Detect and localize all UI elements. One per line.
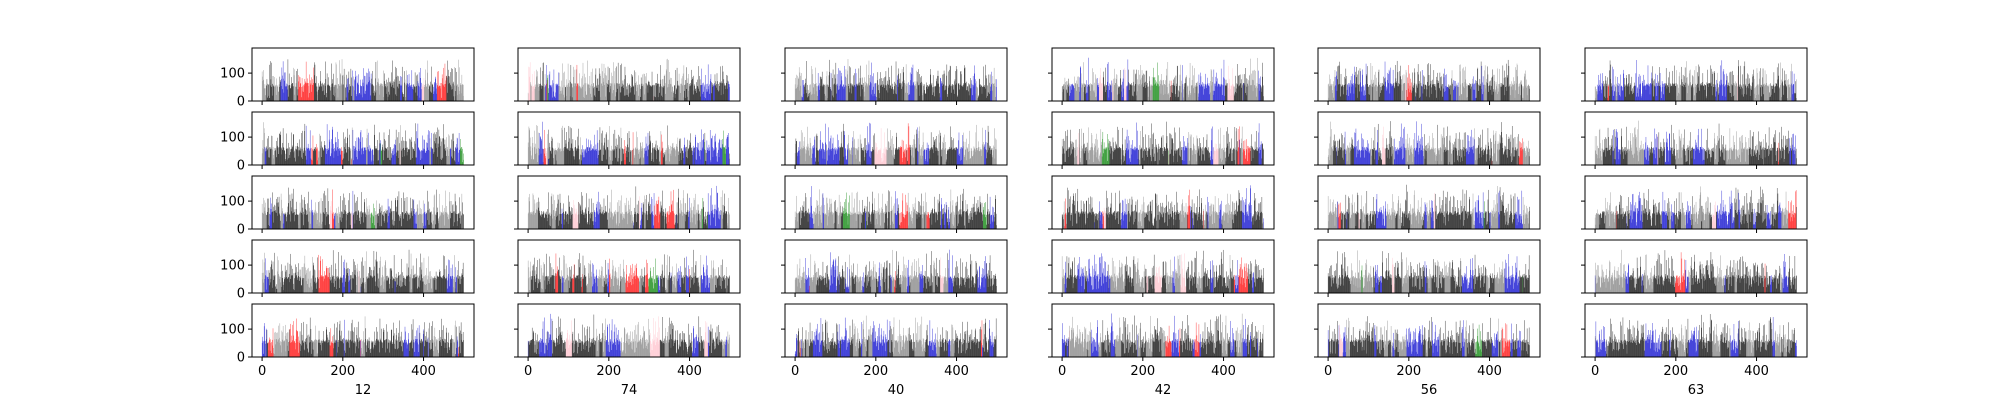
panel-r2-c4 bbox=[1048, 112, 1274, 169]
bars bbox=[1062, 122, 1264, 165]
panel-r2-c3 bbox=[781, 112, 1007, 169]
y-tick-label: 100 bbox=[220, 131, 245, 146]
bars bbox=[528, 59, 730, 101]
panel-r1-c2 bbox=[514, 48, 740, 105]
panel-r1-c6 bbox=[1581, 48, 1807, 105]
panel-r1-c3 bbox=[781, 48, 1007, 105]
bars bbox=[1062, 58, 1264, 101]
y-tick-label: 0 bbox=[237, 159, 245, 174]
bars bbox=[528, 122, 730, 165]
panel-r2-c1: 0 100 bbox=[220, 112, 474, 174]
panel-r1-c1: 0 100 bbox=[220, 48, 474, 110]
bars bbox=[1328, 60, 1530, 101]
panel-r2-c2 bbox=[514, 112, 740, 169]
panel-r1-c4 bbox=[1048, 48, 1274, 105]
bars bbox=[262, 122, 464, 165]
bars bbox=[262, 59, 464, 101]
panel-frame bbox=[518, 48, 740, 101]
panel-r1-c5 bbox=[1314, 48, 1540, 105]
bars bbox=[1595, 60, 1797, 101]
bars bbox=[795, 123, 997, 165]
y-tick-label: 100 bbox=[220, 67, 245, 82]
bars bbox=[795, 59, 997, 101]
y-tick-label: 0 bbox=[237, 95, 245, 110]
